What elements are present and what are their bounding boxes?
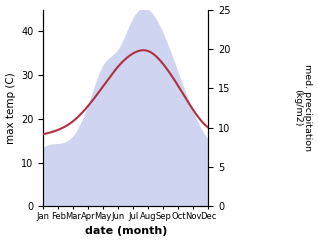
X-axis label: date (month): date (month) <box>85 227 167 236</box>
Y-axis label: med. precipitation
(kg/m2): med. precipitation (kg/m2) <box>293 64 313 151</box>
Y-axis label: max temp (C): max temp (C) <box>5 72 16 144</box>
